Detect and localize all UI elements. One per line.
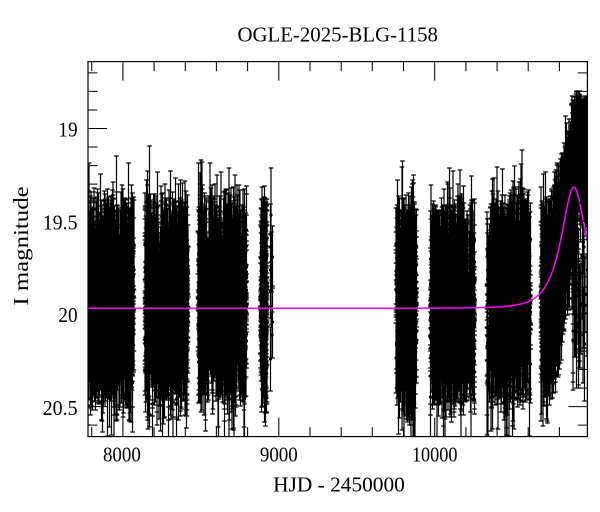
- svg-text:HJD - 2450000: HJD - 2450000: [273, 473, 405, 497]
- svg-text:19: 19: [58, 118, 77, 142]
- svg-text:20: 20: [58, 303, 77, 327]
- svg-text:I magnitude: I magnitude: [9, 186, 33, 305]
- svg-text:20.5: 20.5: [43, 396, 78, 420]
- svg-text:8000: 8000: [103, 443, 141, 467]
- svg-text:9000: 9000: [260, 443, 298, 467]
- svg-text:19.5: 19.5: [43, 210, 78, 234]
- svg-text:OGLE-2025-BLG-1158: OGLE-2025-BLG-1158: [237, 22, 438, 46]
- svg-text:10000: 10000: [412, 443, 458, 467]
